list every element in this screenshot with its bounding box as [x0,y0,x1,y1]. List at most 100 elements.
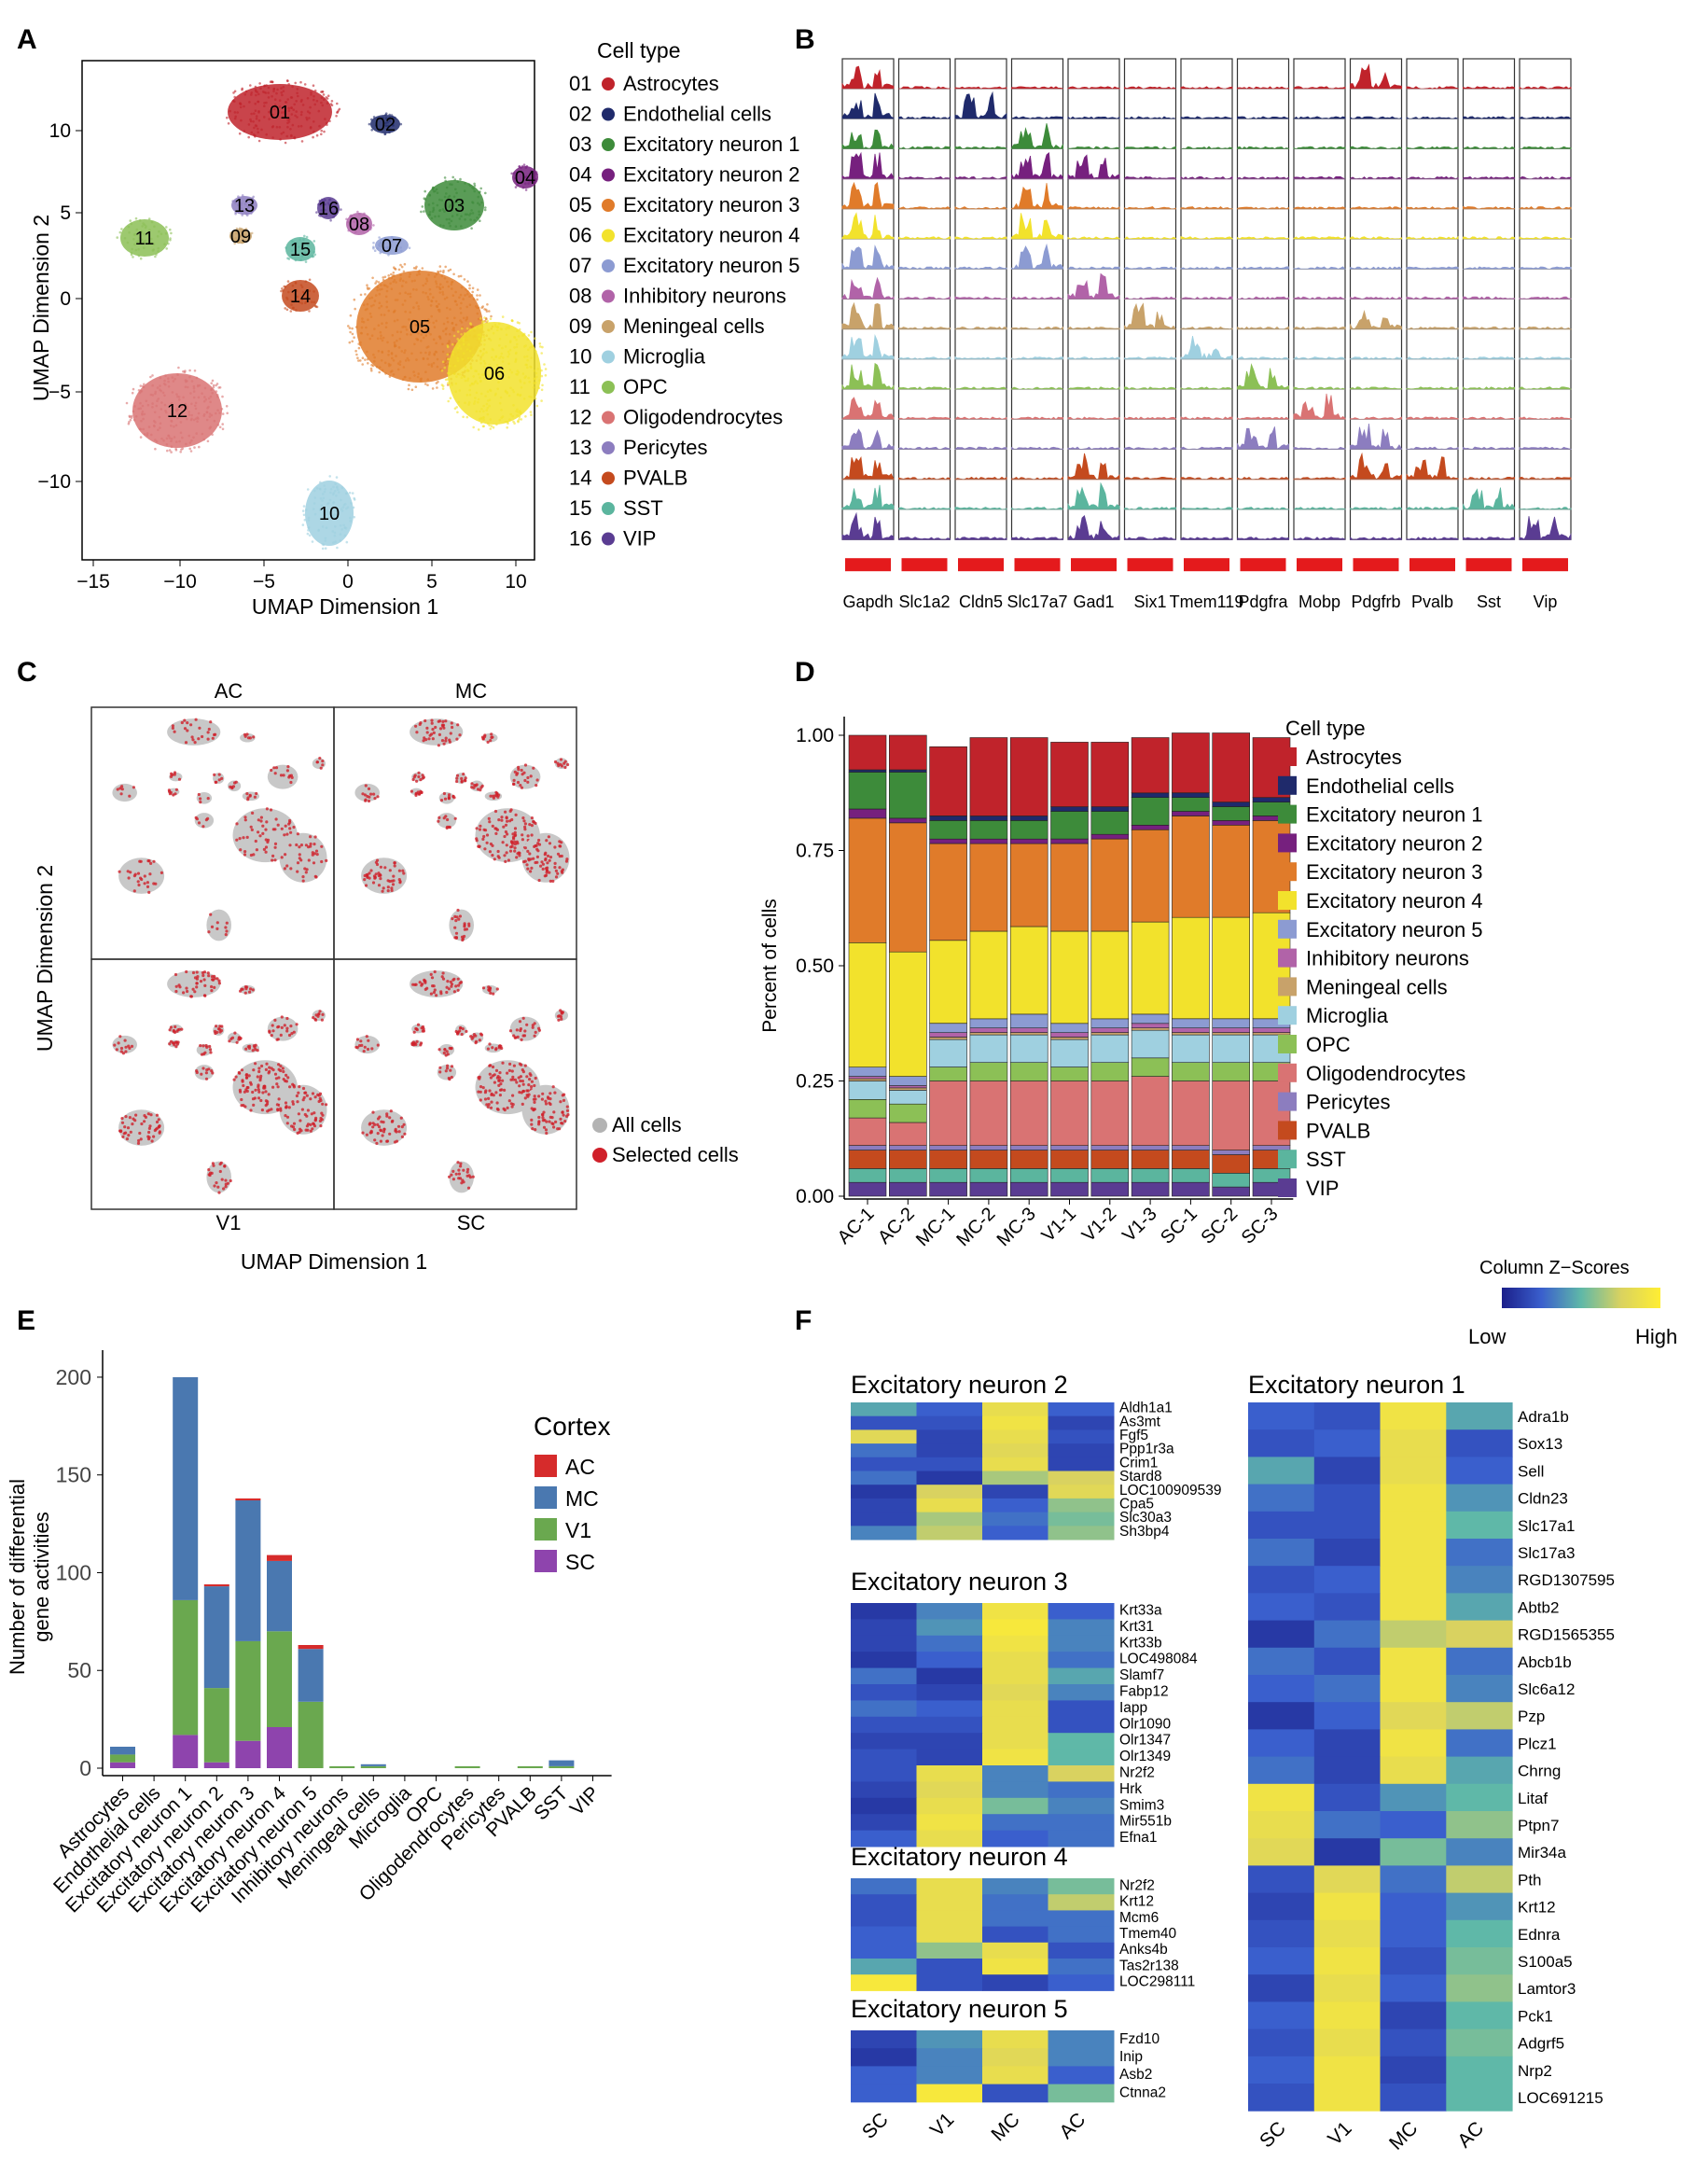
cell-point [368,225,372,228]
heatmap-cell [1048,1485,1115,1499]
facet-selected-point [147,890,151,895]
facet-selected-point [390,879,394,883]
coverage-track [1293,446,1346,451]
cell-point [456,359,460,362]
facet-selected-point [285,1080,288,1083]
coverage-track [1180,537,1233,540]
d-bar-segment [1050,1181,1089,1197]
cell-point [187,413,191,416]
e-y-tick-label: 0 [79,1756,91,1780]
facet-selected-point [457,1168,461,1172]
cell-point [427,330,430,334]
d-bar-segment [1050,1145,1089,1150]
facet-selected-point [449,732,452,735]
cell-point [135,228,139,231]
cell-point [500,416,503,420]
cell-point [521,186,525,189]
facet-selected-point [385,1139,390,1143]
cell-point [348,327,352,329]
facet-selected-point [369,792,373,796]
facet-selected-point [516,842,520,845]
cell-point [188,447,191,451]
cell-point [152,243,156,246]
cell-point [451,342,454,346]
facet-selected-point [422,1027,425,1031]
facet-selected-point [280,856,284,859]
cell-point [492,425,495,429]
facet-selected-point [544,1099,548,1103]
d-bar-segment [1172,1168,1210,1183]
facet-selected-point [554,875,559,879]
cell-point [456,330,460,333]
cell-point [376,246,380,250]
facet-selected-point [430,721,434,725]
coverage-track [1124,175,1176,180]
cell-point [516,373,519,376]
facet-selected-point [479,788,482,792]
facet-selected-point [204,818,208,822]
cell-point [485,351,488,354]
cell-point [451,328,454,331]
cell-point [509,386,512,390]
cell-point [328,498,332,502]
e-y-tick-label: 200 [56,1365,91,1389]
facet-selected-point [264,850,268,854]
cell-point [437,310,441,314]
facet-selected-point [533,1034,536,1038]
heatmap-cell [1248,1783,1315,1812]
facet-selected-point [259,1074,263,1078]
cell-point [335,115,338,118]
heatmap-row-label: Ctnna2 [1119,2084,1166,2100]
facet-selected-point [553,861,557,866]
cell-point [514,176,517,180]
facet-selected-point [377,884,382,887]
coverage-track [1350,236,1402,240]
facet-selected-point [507,858,511,862]
coverage-track [1067,326,1120,330]
d-bar-segment [888,1122,927,1147]
facet-selected-point [252,735,256,739]
cell-point [364,293,367,296]
coverage-track [1124,146,1176,150]
cell-point [459,274,463,278]
heatmap-cell [1048,1402,1115,1417]
cell-point [387,274,391,277]
cell-point [332,210,335,214]
cell-point [479,421,483,425]
d-bar-segment [1090,811,1130,835]
cell-point [451,294,455,298]
cell-point [429,333,432,336]
d-bar-segment [848,1117,887,1146]
cell-point [540,388,544,392]
cell-point [160,408,163,411]
cell-point [177,412,180,416]
facet-selected-point [118,1035,122,1039]
facet-selected-point [462,1168,465,1172]
cell-point [160,401,163,404]
zscore-high-label: High [1635,1325,1677,1348]
facet-selected-point [175,1029,179,1033]
cell-point [239,103,243,105]
heatmap-cell [851,1878,917,1895]
cell-point [167,380,170,383]
cell-point [517,335,521,338]
cell-point [437,335,441,339]
panel-a-legend-title: Cell type [597,38,680,63]
coverage-track [1463,175,1515,180]
d-x-tick-label: SC-3 [1238,1204,1283,1248]
cell-point [380,359,383,362]
facet-selected-point [530,833,534,837]
facet-selected-point [487,988,491,992]
heatmap-cell [1380,1593,1447,1622]
facet-selected-point [485,841,489,844]
cell-point [529,180,532,183]
facet-selected-point [220,1178,224,1181]
cell-point [257,92,260,96]
e-bar-segment [203,1762,229,1768]
d-bar-segment [848,1150,887,1169]
cell-point [250,231,254,235]
cell-point [449,203,452,207]
cell-point [382,276,385,279]
facet-selected-point [390,888,394,893]
cell-point [389,245,392,249]
